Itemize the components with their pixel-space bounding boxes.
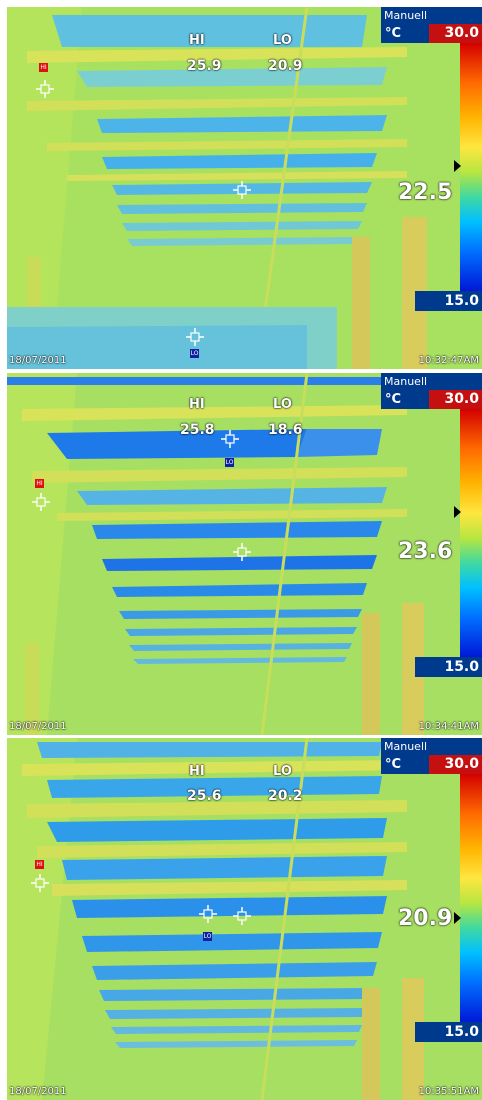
hi-label: HI	[189, 33, 205, 48]
thermal-image-1: HI LO 25.9 20.9 Manuell °C 30.0 22.5 15.…	[7, 7, 482, 369]
scale-header: °C 30.0	[381, 24, 482, 43]
unit-label: °C	[381, 24, 429, 43]
hi-value: 25.9	[187, 58, 222, 74]
mode-label: Manuell	[381, 738, 482, 755]
lo-value: 18.6	[268, 422, 303, 438]
hotspot-crosshair-icon	[32, 493, 50, 511]
lo-value: 20.2	[268, 788, 303, 804]
color-scale-bar	[460, 409, 482, 657]
thermal-scene	[7, 738, 482, 1100]
scale-pointer-icon	[454, 160, 461, 172]
center-crosshair-icon	[233, 543, 251, 561]
capture-time: 10:35:51AM	[418, 1086, 479, 1097]
scale-pointer-icon	[454, 912, 461, 924]
coldspot-crosshair-icon	[186, 328, 204, 346]
hi-value: 25.6	[187, 788, 222, 804]
center-crosshair-icon	[233, 181, 251, 199]
scale-min: 15.0	[415, 1022, 482, 1042]
thermal-image-2: HI LO 25.8 18.6 Manuell °C 30.0 23.6 15.…	[7, 373, 482, 735]
unit-label: °C	[381, 755, 429, 774]
scale-header: °C 30.0	[381, 390, 482, 409]
scale-max: 30.0	[429, 24, 482, 43]
hi-value: 25.8	[180, 422, 215, 438]
lo-label: LO	[273, 764, 292, 779]
hotspot-crosshair-icon	[36, 80, 54, 98]
mode-label: Manuell	[381, 7, 482, 24]
center-temperature: 20.9	[398, 906, 453, 931]
hi-label: HI	[189, 397, 205, 412]
capture-time: 10:32:47AM	[418, 355, 479, 366]
unit-label: °C	[381, 390, 429, 409]
scale-pointer-icon	[454, 506, 461, 518]
capture-date: 18/07/2011	[9, 355, 67, 366]
lo-label: LO	[273, 33, 292, 48]
color-scale-bar	[460, 43, 482, 291]
scale-min: 15.0	[415, 291, 482, 311]
capture-date: 18/07/2011	[9, 1086, 67, 1097]
center-crosshair-icon	[233, 907, 251, 925]
thermal-image-3: HI LO 25.6 20.2 Manuell °C 30.0 20.9 15.…	[7, 738, 482, 1100]
hi-label: HI	[189, 764, 205, 779]
thermal-scene	[7, 7, 482, 369]
lo-value: 20.9	[268, 58, 303, 74]
scale-max: 30.0	[429, 755, 482, 774]
scale-min: 15.0	[415, 657, 482, 677]
coldspot-crosshair-icon	[199, 905, 217, 923]
lo-marker-tag: LO	[225, 458, 234, 467]
capture-date: 18/07/2011	[9, 721, 67, 732]
lo-marker-tag: LO	[190, 349, 199, 358]
lo-marker-tag: LO	[203, 932, 212, 941]
center-temperature: 23.6	[398, 539, 453, 564]
lo-label: LO	[273, 397, 292, 412]
mode-label: Manuell	[381, 373, 482, 390]
scale-header: °C 30.0	[381, 755, 482, 774]
center-temperature: 22.5	[398, 180, 453, 205]
color-scale-bar	[460, 774, 482, 1022]
capture-time: 10:34:41AM	[418, 721, 479, 732]
thermal-scene	[7, 373, 482, 735]
hotspot-crosshair-icon	[31, 874, 49, 892]
hi-marker-tag: HI	[35, 860, 44, 869]
coldspot-crosshair-icon	[221, 430, 239, 448]
scale-max: 30.0	[429, 390, 482, 409]
hi-marker-tag: HI	[35, 479, 44, 488]
hi-marker-tag: HI	[39, 63, 48, 72]
